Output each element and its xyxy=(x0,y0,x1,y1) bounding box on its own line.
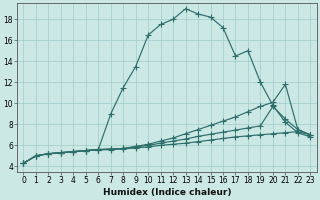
X-axis label: Humidex (Indice chaleur): Humidex (Indice chaleur) xyxy=(103,188,231,197)
